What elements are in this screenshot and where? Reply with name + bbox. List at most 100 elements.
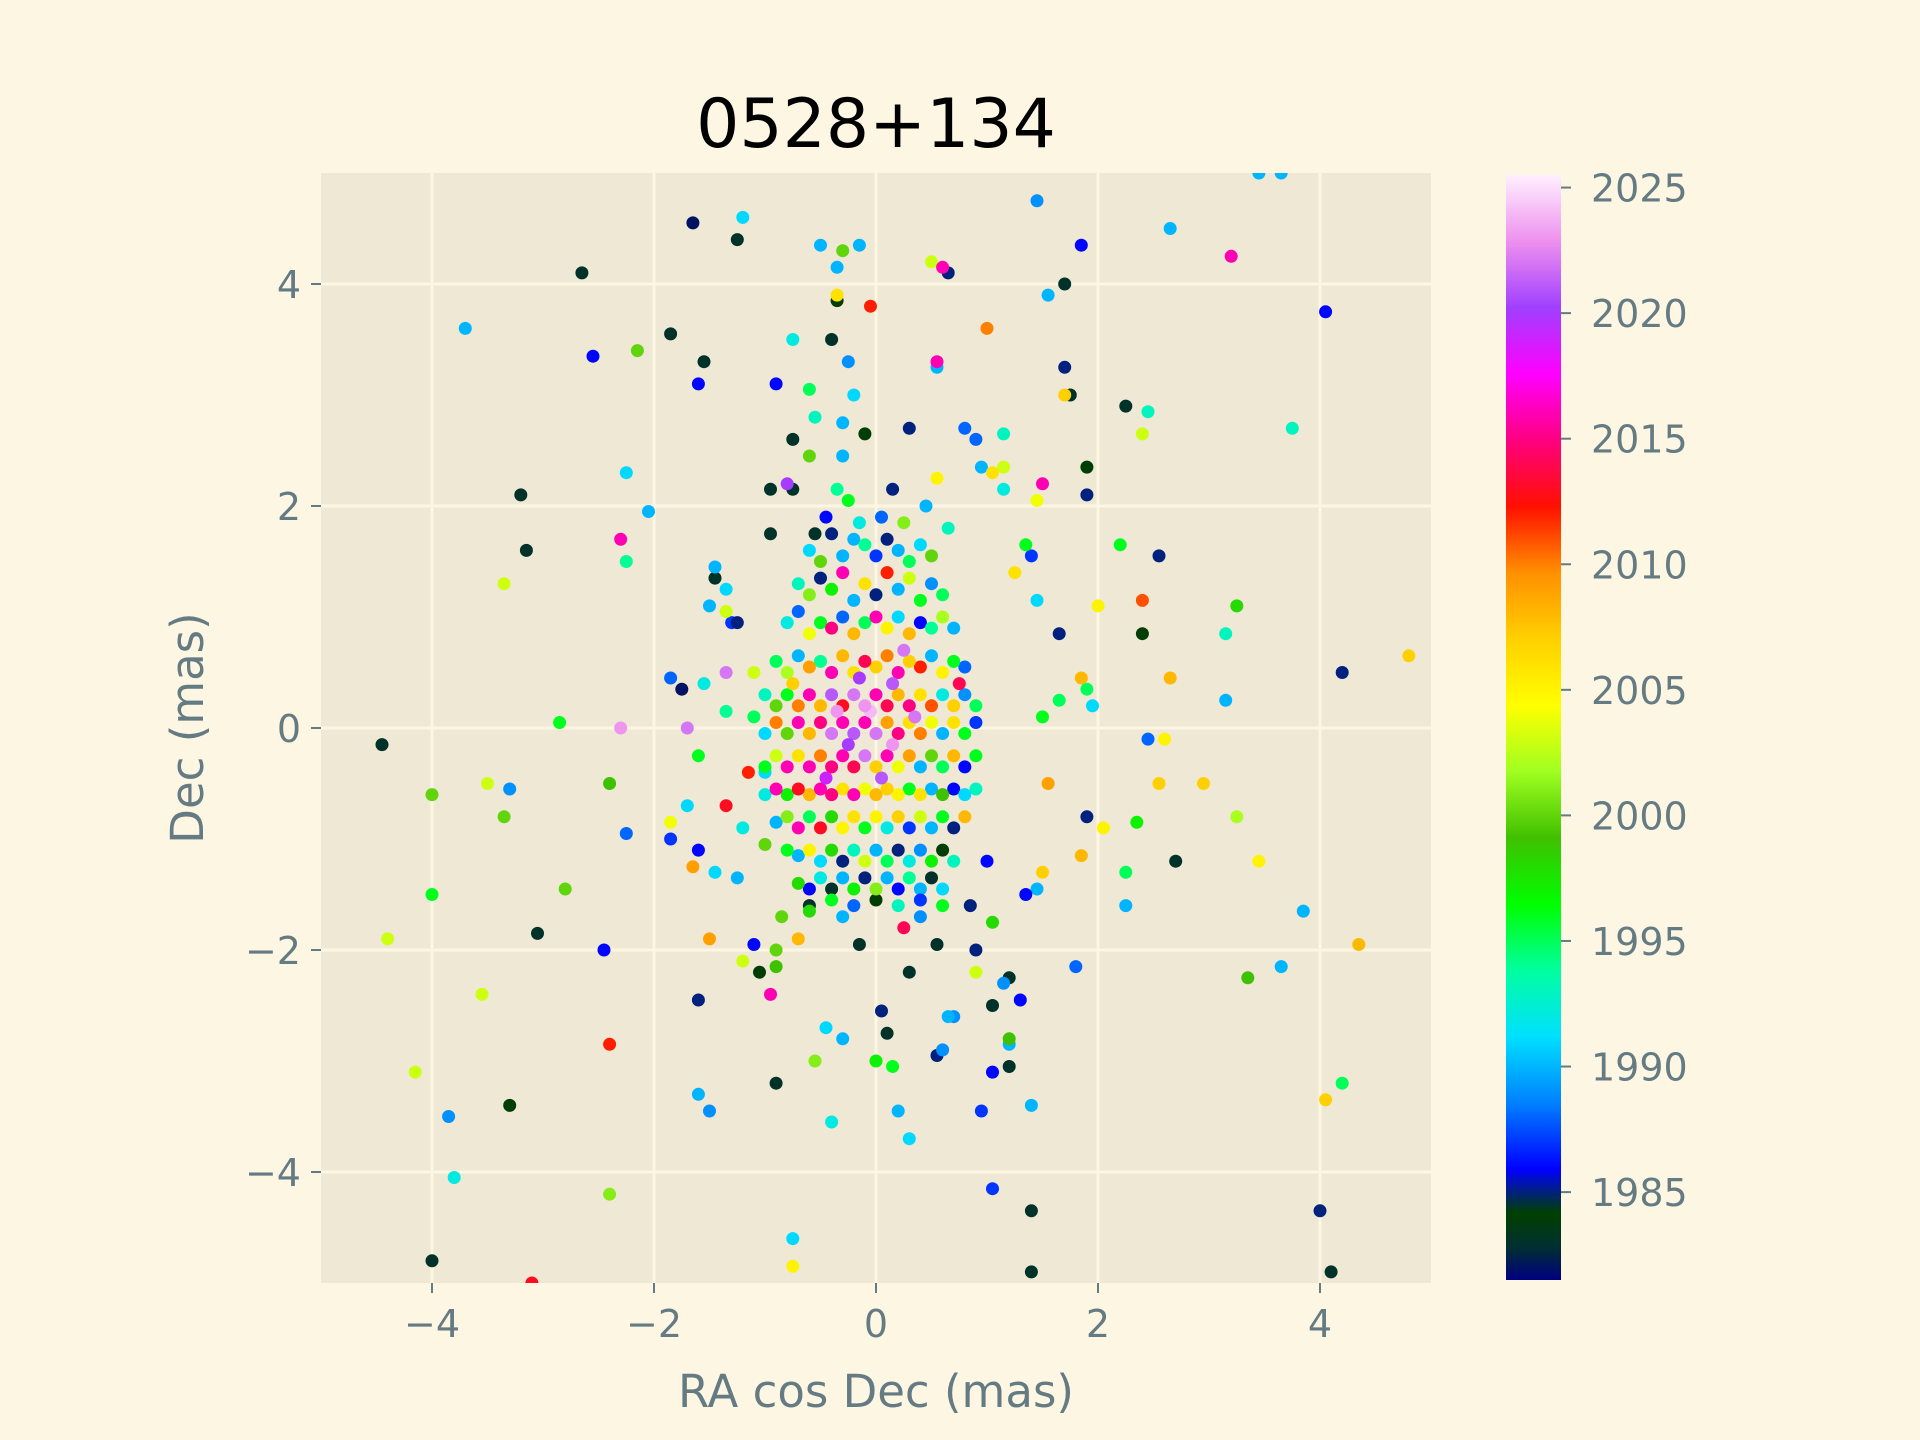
data-point [1297, 905, 1310, 918]
data-point [858, 749, 871, 762]
data-point [703, 932, 716, 945]
data-point [969, 944, 982, 957]
data-point [831, 289, 844, 302]
data-point [925, 255, 938, 268]
data-point [914, 844, 927, 857]
data-point [1069, 960, 1082, 973]
data-point [958, 661, 971, 674]
data-point [809, 1055, 822, 1068]
data-point [1036, 477, 1049, 490]
data-point [764, 483, 777, 496]
data-point [836, 749, 849, 762]
data-point [1336, 1077, 1349, 1090]
data-point [925, 871, 938, 884]
data-point [1164, 672, 1177, 685]
data-point [853, 672, 866, 685]
data-point [553, 716, 566, 729]
data-point [903, 1132, 916, 1145]
data-point [381, 932, 394, 945]
data-point [958, 688, 971, 701]
data-point [936, 788, 949, 801]
colorbar-tick-label: 1990 [1591, 1046, 1688, 1090]
data-point [1119, 866, 1132, 879]
data-point [892, 810, 905, 823]
data-point [903, 422, 916, 435]
data-point [1058, 389, 1071, 402]
y-tick-label: −4 [245, 1151, 301, 1195]
data-point [886, 677, 899, 690]
data-point [825, 622, 838, 635]
data-point [836, 821, 849, 834]
data-point [703, 1105, 716, 1118]
data-point [870, 810, 883, 823]
data-point [847, 594, 860, 607]
data-point [986, 466, 999, 479]
data-point [786, 1232, 799, 1245]
data-point [426, 788, 439, 801]
data-point [914, 910, 927, 923]
data-point [792, 749, 805, 762]
data-point [803, 883, 816, 896]
data-point [814, 572, 827, 585]
data-point [936, 611, 949, 624]
data-point [1031, 194, 1044, 207]
data-point [858, 577, 871, 590]
data-point [759, 688, 772, 701]
data-point [903, 821, 916, 834]
data-point [936, 1043, 949, 1056]
data-point [448, 1171, 461, 1184]
data-point [947, 749, 960, 762]
data-point [792, 821, 805, 834]
data-point [825, 688, 838, 701]
data-point [1080, 488, 1093, 501]
data-point [1219, 694, 1232, 707]
data-point [1158, 733, 1171, 746]
data-point [892, 727, 905, 740]
data-point [814, 821, 827, 834]
data-point [903, 966, 916, 979]
data-point [620, 555, 633, 568]
data-point [903, 655, 916, 668]
data-point [847, 810, 860, 823]
data-point [781, 760, 794, 773]
data-point [836, 1032, 849, 1045]
data-point [997, 977, 1010, 990]
data-point [1130, 816, 1143, 829]
data-point [1230, 810, 1243, 823]
data-point [598, 944, 611, 957]
data-point [376, 738, 389, 751]
data-point [814, 783, 827, 796]
data-point [986, 1066, 999, 1079]
x-axis-ticks: −4 −2 0 2 4 [404, 1283, 1332, 1346]
data-point [720, 583, 733, 596]
data-point [814, 655, 827, 668]
data-point [925, 699, 938, 712]
data-point [781, 788, 794, 801]
data-point [842, 494, 855, 507]
data-point [858, 716, 871, 729]
data-point [825, 1116, 838, 1129]
data-point [786, 1260, 799, 1273]
data-point [1058, 361, 1071, 374]
data-point [1075, 239, 1088, 252]
data-point [498, 577, 511, 590]
data-point [1025, 1099, 1038, 1112]
data-point [914, 661, 927, 674]
data-point [1092, 599, 1105, 612]
data-point [925, 649, 938, 662]
data-point [1031, 883, 1044, 896]
data-point [914, 594, 927, 607]
data-point [792, 849, 805, 862]
data-point [958, 727, 971, 740]
data-point [759, 788, 772, 801]
colorbar-tick-label: 2025 [1591, 167, 1688, 211]
data-point [1352, 938, 1365, 951]
data-point [731, 871, 744, 884]
data-point [1080, 461, 1093, 474]
data-point [914, 760, 927, 773]
data-point [1142, 733, 1155, 746]
data-point [531, 927, 544, 940]
data-point [1025, 1204, 1038, 1217]
data-point [514, 488, 527, 501]
data-point [692, 377, 705, 390]
